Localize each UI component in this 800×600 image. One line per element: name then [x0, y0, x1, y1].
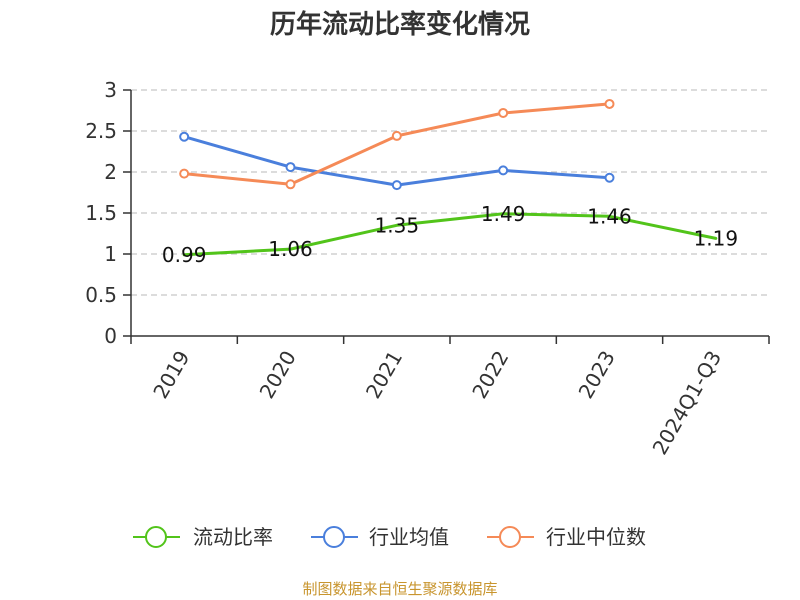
- data-label: 1.49: [481, 202, 526, 226]
- x-tick-label: 2020: [255, 347, 301, 403]
- grid-lines: [131, 89, 769, 296]
- data-point: [179, 168, 190, 179]
- series-lines: [179, 98, 718, 257]
- data-point: [179, 131, 190, 142]
- data-labels: 0.99 1.06 1.35 1.49 1.46 1.19: [162, 202, 738, 267]
- data-point: [391, 130, 402, 141]
- legend-marker-icon: [323, 526, 345, 548]
- data-point: [498, 165, 509, 176]
- legend-item: 行业中位数: [487, 525, 646, 549]
- x-tick-label: 2023: [574, 347, 620, 403]
- y-tick-label: 3: [104, 78, 117, 102]
- chart-title: 历年流动比率变化情况: [270, 9, 530, 40]
- legend-item: 流动比率: [133, 525, 273, 549]
- x-tick-label: 2022: [467, 346, 513, 402]
- x-tick-label: 2021: [361, 347, 407, 403]
- y-tick-label: 0.5: [85, 283, 117, 307]
- y-tick-label: 2.5: [85, 119, 117, 143]
- y-tick-label: 0: [104, 324, 117, 348]
- legend-label: 行业均值: [369, 525, 449, 549]
- data-point: [604, 172, 615, 183]
- series-line-1: [182, 135, 611, 187]
- data-point: [285, 162, 296, 173]
- y-tick-label: 1: [104, 242, 117, 266]
- data-label: 1.46: [587, 204, 632, 228]
- legend-label: 行业中位数: [546, 525, 646, 549]
- y-tick-label: 2: [104, 160, 117, 184]
- data-point: [285, 179, 296, 190]
- data-point: [391, 180, 402, 191]
- legend-marker-icon: [499, 526, 521, 548]
- x-tick-label: 2019: [148, 347, 194, 403]
- source-note: 制图数据来自恒生聚源数据库: [302, 580, 497, 598]
- data-label: 1.35: [375, 213, 420, 237]
- data-point: [604, 98, 615, 109]
- legend: 流动比率 行业均值 行业中位数: [133, 525, 646, 549]
- y-tick-label: 1.5: [85, 201, 117, 225]
- legend-marker-icon: [145, 526, 167, 548]
- legend-label: 流动比率: [193, 525, 273, 549]
- data-point: [498, 107, 509, 118]
- data-label: 1.19: [694, 226, 739, 250]
- series-line-0: [182, 212, 718, 257]
- legend-item: 行业均值: [311, 525, 449, 549]
- data-label: 0.99: [162, 243, 207, 267]
- x-tick-label: 2024Q1-Q3: [647, 347, 726, 459]
- data-label: 1.06: [268, 237, 313, 261]
